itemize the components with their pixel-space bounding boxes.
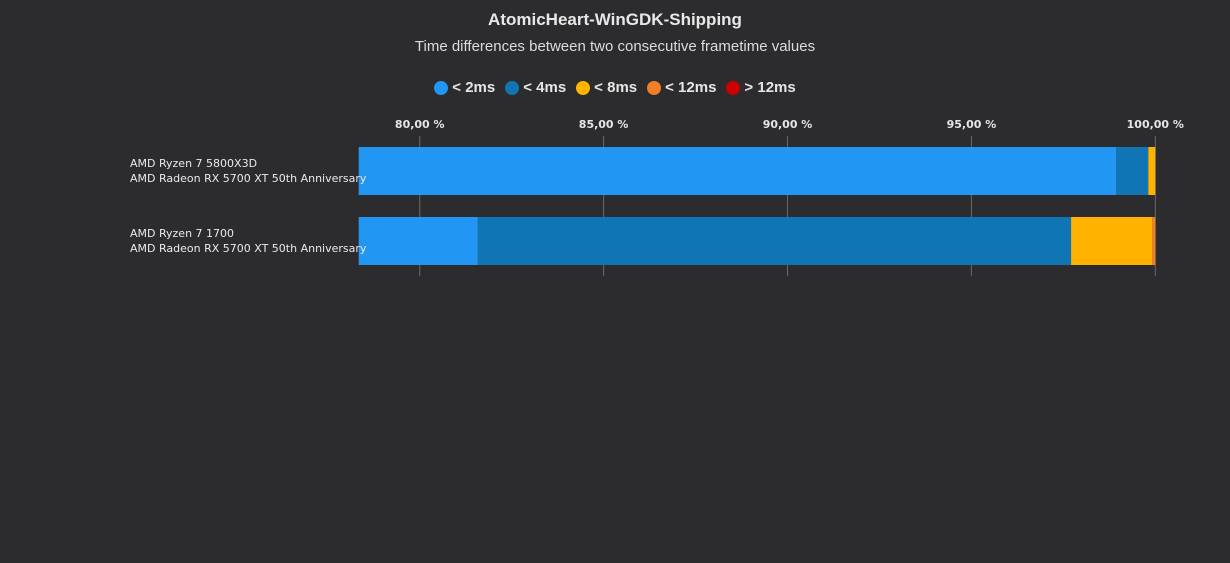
legend: < 2ms < 4ms < 8ms < 12ms > 12ms xyxy=(0,79,1230,96)
legend-item[interactable]: < 12ms xyxy=(647,79,716,96)
chart-title: AtomicHeart-WinGDK-Shipping xyxy=(488,10,742,29)
bar-segment xyxy=(477,217,1072,265)
legend-swatch xyxy=(576,80,591,95)
legend-swatch xyxy=(434,80,449,95)
legend-item[interactable]: < 8ms xyxy=(576,79,637,96)
bar-segment xyxy=(1116,147,1149,195)
chart-subtitle: Time differences between two consecutive… xyxy=(414,38,816,55)
category-label: AMD Radeon RX 5700 XT 50th Anniversary xyxy=(130,242,367,255)
category-label: AMD Radeon RX 5700 XT 50th Anniversary xyxy=(130,172,367,185)
legend-label: < 2ms xyxy=(452,79,496,96)
category-label: AMD Ryzen 7 1700 xyxy=(130,227,234,240)
legend-label: < 4ms xyxy=(523,79,567,96)
bar-segment xyxy=(1148,147,1156,195)
legend-label: < 8ms xyxy=(594,79,638,96)
x-tick-label: 100,00 % xyxy=(1127,118,1184,131)
legend-item[interactable]: < 2ms xyxy=(434,79,495,96)
x-tick-label: 85,00 % xyxy=(579,118,629,131)
legend-swatch xyxy=(726,80,741,95)
legend-swatch xyxy=(505,80,520,95)
legend-item[interactable]: < 4ms xyxy=(505,79,566,96)
legend-label: > 12ms xyxy=(744,79,796,96)
bar-segment xyxy=(1152,217,1156,265)
x-tick-label: 80,00 % xyxy=(395,118,445,131)
legend-item[interactable]: > 12ms xyxy=(726,79,796,96)
x-tick-label: 95,00 % xyxy=(947,118,997,131)
bar-segment xyxy=(1071,217,1153,265)
x-tick-label: 90,00 % xyxy=(763,118,813,131)
bar-segment xyxy=(358,147,1117,195)
legend-swatch xyxy=(647,80,662,95)
category-label: AMD Ryzen 7 5800X3D xyxy=(130,157,257,170)
legend-label: < 12ms xyxy=(665,79,717,96)
bar-segment xyxy=(358,217,478,265)
